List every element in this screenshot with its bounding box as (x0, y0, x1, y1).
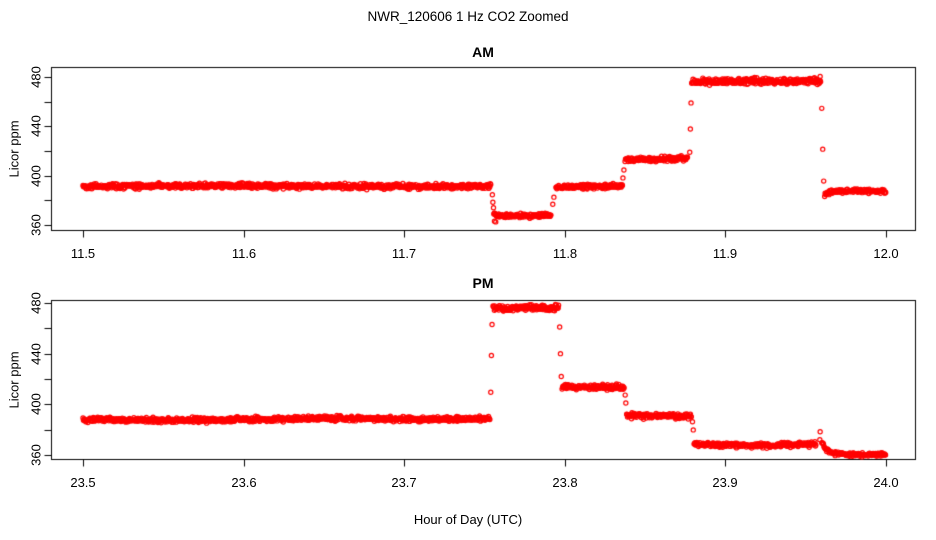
x-tick-label: 23.5 (70, 475, 96, 490)
y-tick-label: 480 (28, 292, 44, 314)
x-axis-label: Hour of Day (UTC) (413, 512, 523, 527)
x-tick-label: 24.0 (873, 475, 899, 490)
y-axis-label-pm: Licor ppm (6, 351, 22, 409)
y-tick-label: 440 (28, 115, 44, 137)
x-tick-label: 12.0 (873, 246, 899, 261)
x-tick-label: 11.5 (70, 246, 96, 261)
y-tick-label: 480 (28, 66, 44, 88)
x-tick-label: 11.6 (231, 246, 257, 261)
y-tick-label: 360 (28, 214, 44, 236)
x-tick-label: 11.8 (552, 246, 578, 261)
x-tick-label: 23.6 (231, 475, 257, 490)
x-tick-label: 23.8 (552, 475, 578, 490)
y-tick-label: 440 (28, 343, 44, 365)
x-tick-label: 11.9 (712, 246, 738, 261)
y-axis-label-am: Licor ppm (6, 120, 22, 178)
x-tick-label: 11.7 (391, 246, 417, 261)
figure-title: NWR_120606 1 Hz CO2 Zoomed (367, 9, 569, 24)
y-tick-label: 400 (28, 393, 44, 415)
x-tick-label: 23.7 (391, 475, 417, 490)
panel-title-pm: PM (472, 275, 494, 291)
y-tick-label: 360 (28, 444, 44, 466)
y-tick-label: 400 (28, 165, 44, 187)
x-tick-label: 23.9 (712, 475, 738, 490)
panel-title-am: AM (472, 44, 494, 60)
